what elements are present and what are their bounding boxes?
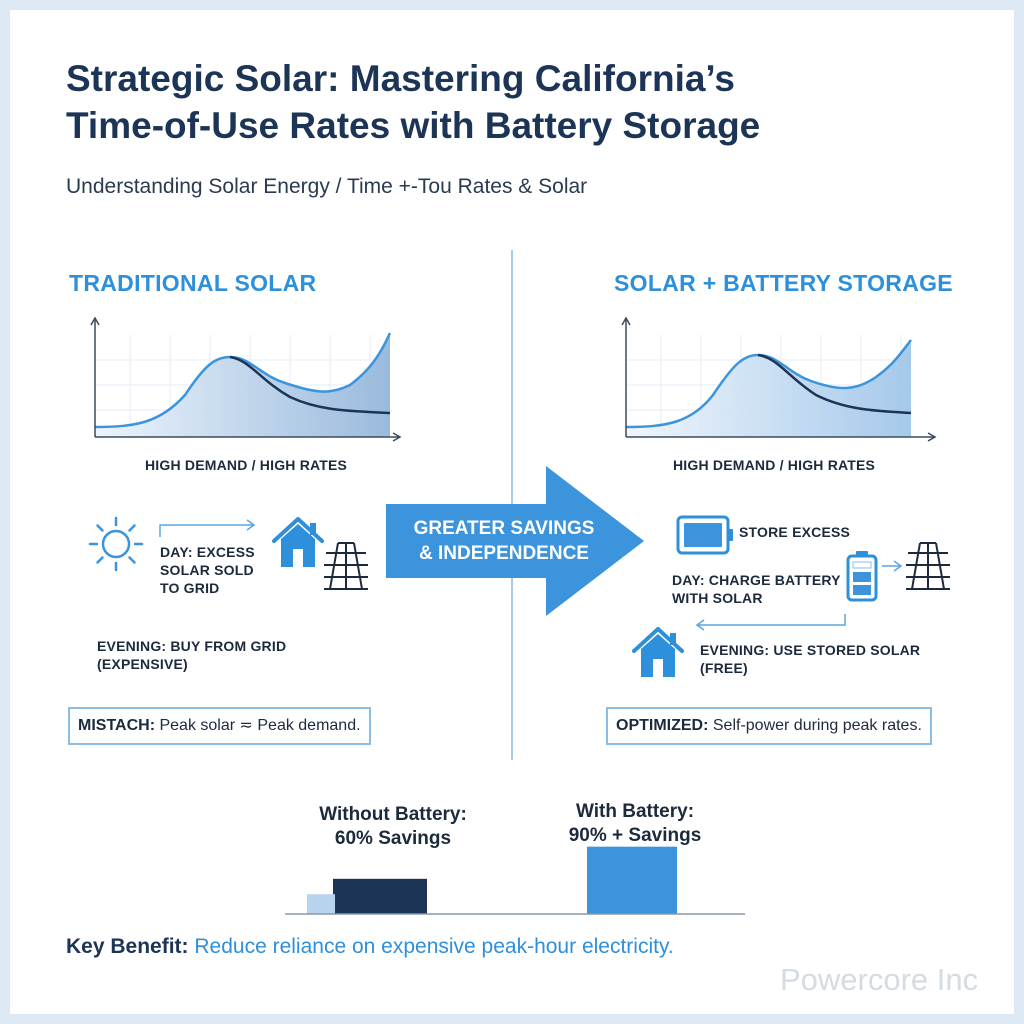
without-battery-line-1: Without Battery:: [319, 804, 467, 825]
right-day-line-2: WITH SOLAR: [672, 590, 763, 606]
watermark: Powercore Inc: [780, 962, 979, 997]
right-evening-line-2: (FREE): [700, 660, 748, 676]
with-battery-line-1: With Battery:: [575, 801, 695, 822]
mismatch-text: Peak solar ≂ Peak demand.: [155, 717, 361, 734]
left-day-line-3: TO GRID: [160, 580, 220, 596]
without-battery-bar: [333, 878, 427, 914]
battery-tablet-icon: [676, 515, 733, 555]
right-curve-chart: [621, 316, 937, 442]
left-heading: TRADITIONAL SOLAR: [69, 270, 317, 296]
key-benefit-text: Reduce reliance on expensive peak-hour e…: [188, 935, 674, 958]
big-arrow: [386, 466, 644, 616]
right-day-line-1: DAY: CHARGE BATTERY: [672, 572, 841, 588]
right-chart-caption: HIGH DEMAND / HIGH RATES: [673, 457, 876, 473]
without-battery-line-2: 60% Savings: [334, 828, 452, 849]
house-icon: [272, 517, 324, 567]
arrow-line-1: GREATER SAVINGS: [413, 518, 595, 539]
key-benefit-label: Key Benefit:: [66, 935, 189, 958]
left-day-text: DAY: EXCESS SOLAR SOLD TO GRID: [160, 543, 255, 597]
arrow-text: GREATER SAVINGS & INDEPENDENCE: [394, 516, 614, 566]
left-day-line-1: DAY: EXCESS: [160, 544, 255, 560]
store-excess-label: STORE EXCESS: [739, 524, 851, 540]
left-evening-line-2: (EXPENSIVE): [97, 656, 188, 672]
with-battery-label: With Battery: 90% + Savings: [535, 800, 735, 848]
right-evening-line-1: EVENING: USE STORED SOLAR: [700, 642, 921, 658]
house-icon: [632, 627, 684, 677]
arrow-left-icon: [695, 614, 846, 631]
left-evening-line-1: EVENING: BUY FROM GRID: [97, 638, 287, 654]
optimized-box: OPTIMIZED: Self-power during peak rates.: [606, 707, 932, 745]
mismatch-box: MISTACH: Peak solar ≂ Peak demand.: [68, 707, 371, 745]
arrow-right-icon: [882, 560, 903, 572]
mismatch-label: MISTACH:: [78, 717, 156, 734]
sun-icon: [88, 516, 144, 572]
savings-bar-chart: [285, 846, 745, 915]
arrow-right-icon: [159, 519, 256, 537]
key-benefit: Key Benefit: Reduce reliance on expensiv…: [66, 935, 674, 959]
right-day-text: DAY: CHARGE BATTERY WITH SOLAR: [672, 571, 841, 607]
right-heading: SOLAR + BATTERY STORAGE: [614, 270, 953, 296]
subtitle: Understanding Solar Energy / Time +-Tou …: [66, 175, 588, 198]
title-line-1: Strategic Solar: Mastering California’s: [66, 58, 735, 99]
without-battery-label: Without Battery: 60% Savings: [293, 803, 493, 851]
power-tower-icon: [906, 542, 950, 590]
optimized-label: OPTIMIZED:: [616, 717, 709, 734]
with-battery-bar: [587, 846, 677, 914]
arrow-line-2: & INDEPENDENCE: [419, 543, 589, 564]
title-line-2: Time-of-Use Rates with Battery Storage: [66, 105, 761, 146]
left-chart-caption: HIGH DEMAND / HIGH RATES: [145, 457, 348, 473]
right-evening-text: EVENING: USE STORED SOLAR (FREE): [700, 641, 920, 677]
left-day-line-2: SOLAR SOLD: [160, 562, 254, 578]
battery-icon: [846, 551, 878, 602]
power-tower-icon: [324, 542, 368, 590]
with-battery-line-2: 90% + Savings: [568, 825, 702, 846]
ghost-bar: [307, 894, 335, 914]
page-title: Strategic Solar: Mastering California’s …: [66, 55, 966, 149]
left-curve-chart: [90, 316, 402, 442]
left-evening-text: EVENING: BUY FROM GRID (EXPENSIVE): [97, 637, 286, 673]
optimized-text: Self-power during peak rates.: [708, 717, 922, 734]
